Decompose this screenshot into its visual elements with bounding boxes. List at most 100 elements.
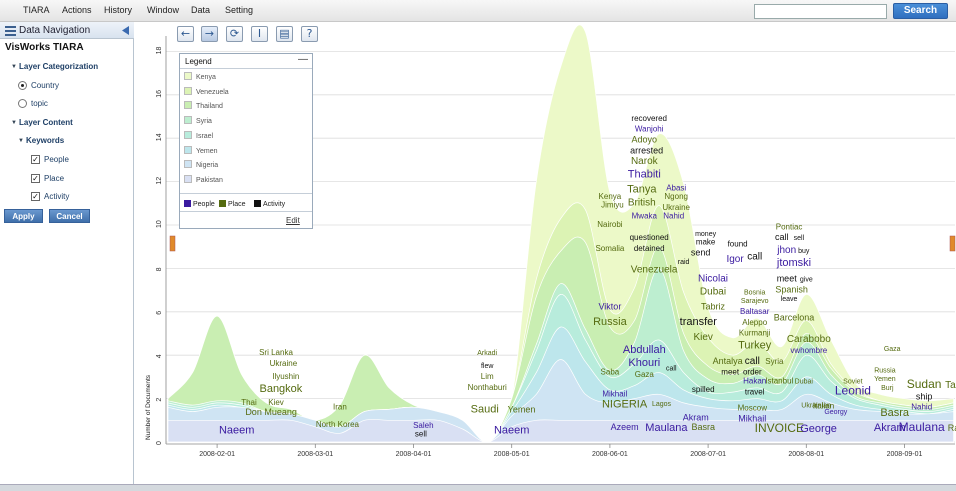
right-range-handle[interactable] bbox=[949, 235, 956, 252]
keyword-place[interactable]: Bosnia bbox=[744, 289, 766, 296]
keyword-place[interactable]: Nonthaburi bbox=[468, 383, 507, 392]
menu-tiara[interactable]: TIARA bbox=[23, 5, 50, 15]
keyword-place[interactable]: Saudi bbox=[471, 404, 499, 416]
keyword-people[interactable]: Mikhail bbox=[738, 413, 766, 423]
keyword-activity[interactable]: leave bbox=[781, 296, 798, 303]
keyword-place[interactable]: Rana bbox=[948, 423, 956, 433]
legend-item-venezuela[interactable]: Venezuela bbox=[184, 86, 229, 96]
keyword-place[interactable]: Iran bbox=[333, 402, 347, 411]
keyword-activity[interactable]: recovered bbox=[631, 114, 667, 123]
keyword-people[interactable]: Khouri bbox=[628, 357, 660, 369]
keyword-place[interactable]: Don Mueang bbox=[245, 407, 297, 417]
keyword-activity[interactable]: sell bbox=[415, 430, 427, 439]
keyword-people[interactable]: Nicolai bbox=[698, 273, 728, 284]
keyword-place[interactable]: Spanish bbox=[775, 284, 808, 294]
keyword-people[interactable]: Nahid bbox=[663, 212, 684, 221]
keyword-place[interactable]: Ukraine bbox=[662, 203, 690, 212]
keyword-place[interactable]: Tanya bbox=[627, 184, 657, 196]
text-cursor-button[interactable]: I bbox=[251, 26, 268, 42]
keyword-place[interactable]: Russia bbox=[874, 368, 896, 375]
keyword-activity[interactable]: arrested bbox=[630, 145, 663, 155]
keyword-people[interactable]: jtomski bbox=[776, 257, 811, 269]
keyword-activity[interactable]: sell bbox=[794, 235, 805, 242]
keyword-place[interactable]: Gaza bbox=[635, 370, 655, 379]
help-button[interactable]: ? bbox=[301, 26, 318, 42]
keyword-place[interactable]: Pontiac bbox=[776, 222, 803, 231]
keyword-place[interactable]: Kenya bbox=[599, 192, 622, 201]
keyword-place[interactable]: Soviet bbox=[843, 378, 863, 385]
keyword-people[interactable]: Baltasar bbox=[740, 307, 770, 316]
keyword-people[interactable]: Igor bbox=[726, 254, 744, 265]
legend-item-yemen[interactable]: Yemen bbox=[184, 145, 218, 155]
menu-history[interactable]: History bbox=[104, 5, 133, 15]
keyword-activity[interactable]: money bbox=[695, 231, 717, 238]
keyword-activity[interactable]: order bbox=[743, 368, 762, 377]
expand-triangle-icon[interactable]: ▼ bbox=[11, 64, 17, 70]
cancel-button[interactable]: Cancel bbox=[49, 209, 90, 223]
keyword-place[interactable]: Italian bbox=[813, 401, 834, 410]
keyword-people[interactable]: vwhombre bbox=[790, 346, 827, 355]
keyword-people[interactable]: Maulana bbox=[645, 422, 688, 434]
legend-item-nigeria[interactable]: Nigeria bbox=[184, 160, 218, 169]
keyword-people[interactable]: Abdullah bbox=[623, 344, 666, 356]
expand-triangle-icon[interactable]: ▼ bbox=[18, 138, 24, 144]
keyword-place[interactable]: Barcelona bbox=[774, 313, 815, 323]
keyword-place[interactable]: Dubai bbox=[700, 286, 726, 297]
legend-item-pakistan[interactable]: Pakistan bbox=[184, 174, 223, 184]
keyword-place[interactable]: Gaza bbox=[884, 346, 901, 353]
keyword-people[interactable]: Viktor bbox=[598, 302, 621, 312]
menu-actions[interactable]: Actions bbox=[62, 5, 92, 15]
topic-radio[interactable] bbox=[18, 99, 27, 108]
keyword-place[interactable]: Tabriz bbox=[701, 302, 726, 312]
keyword-people[interactable]: Hakan bbox=[743, 376, 766, 385]
keyword-activity[interactable]: raid bbox=[678, 259, 690, 266]
keyword-activity[interactable]: buy bbox=[798, 248, 810, 255]
forward-button[interactable]: → bbox=[201, 26, 218, 42]
keyword-people[interactable]: Maulana bbox=[899, 420, 945, 434]
keyword-place[interactable]: Kurmanji bbox=[739, 329, 771, 338]
keyword-place[interactable]: Thai bbox=[241, 398, 257, 407]
keyword-people[interactable]: Saleh bbox=[413, 421, 433, 430]
keyword-place[interactable]: Yemen bbox=[508, 405, 536, 415]
search-button[interactable]: Search bbox=[893, 3, 948, 19]
keyword-place[interactable]: Moscow bbox=[738, 404, 768, 413]
menu-setting[interactable]: Setting bbox=[225, 5, 254, 15]
keyword-activity[interactable]: meet bbox=[721, 368, 740, 377]
keyword-activity[interactable]: travel bbox=[745, 387, 765, 396]
keyword-place[interactable]: Yemen bbox=[874, 376, 896, 383]
area-pakistan[interactable] bbox=[167, 418, 954, 443]
keyword-activity[interactable]: transfer bbox=[680, 316, 718, 328]
keyword-people[interactable]: Akram bbox=[874, 422, 906, 434]
back-button[interactable]: ← bbox=[177, 26, 194, 42]
keyword-place[interactable]: Somalia bbox=[595, 244, 624, 253]
keyword-place[interactable]: Basra bbox=[691, 422, 715, 432]
menu-data[interactable]: Data bbox=[191, 5, 211, 15]
legend-edit-link[interactable]: Edit bbox=[286, 216, 300, 225]
keyword-activity[interactable]: spilled bbox=[692, 385, 715, 394]
keyword-place[interactable]: Sri Lanka bbox=[259, 348, 293, 357]
keyword-place[interactable]: Istanbul bbox=[765, 376, 793, 385]
keyword-people[interactable]: Leonid bbox=[835, 383, 871, 397]
keyword-place[interactable]: Narok bbox=[631, 156, 659, 167]
left-range-handle[interactable] bbox=[169, 235, 176, 252]
keyword-place[interactable]: Adoyo bbox=[632, 135, 658, 145]
legend-item-kenya[interactable]: Kenya bbox=[184, 72, 216, 81]
refresh-button[interactable]: ⟳ bbox=[226, 26, 243, 42]
keyword-place[interactable]: Sarajevo bbox=[741, 298, 769, 305]
activity-checkbox[interactable]: ✓ bbox=[31, 192, 40, 201]
apply-button[interactable]: Apply bbox=[4, 209, 43, 223]
keyword-place[interactable]: Ukrainian bbox=[801, 402, 831, 409]
keyword-place[interactable]: Saba bbox=[601, 368, 620, 377]
keyword-activity[interactable]: call bbox=[666, 365, 677, 372]
keyword-people[interactable]: Mikhail bbox=[602, 389, 627, 398]
keyword-activity[interactable]: send bbox=[691, 247, 711, 257]
keyword-activity[interactable]: call bbox=[747, 252, 762, 263]
keyword-place[interactable]: INVOICE bbox=[755, 421, 804, 435]
keyword-place[interactable]: Turkey bbox=[738, 340, 772, 352]
keyword-people[interactable]: Georgy bbox=[824, 409, 847, 416]
keyword-activity[interactable]: call bbox=[775, 232, 789, 242]
document-button[interactable]: ▤ bbox=[276, 26, 293, 42]
collapse-left-icon[interactable] bbox=[122, 26, 130, 35]
keyword-activity[interactable]: detained bbox=[634, 244, 665, 253]
keyword-place[interactable]: Kiev bbox=[268, 398, 284, 407]
